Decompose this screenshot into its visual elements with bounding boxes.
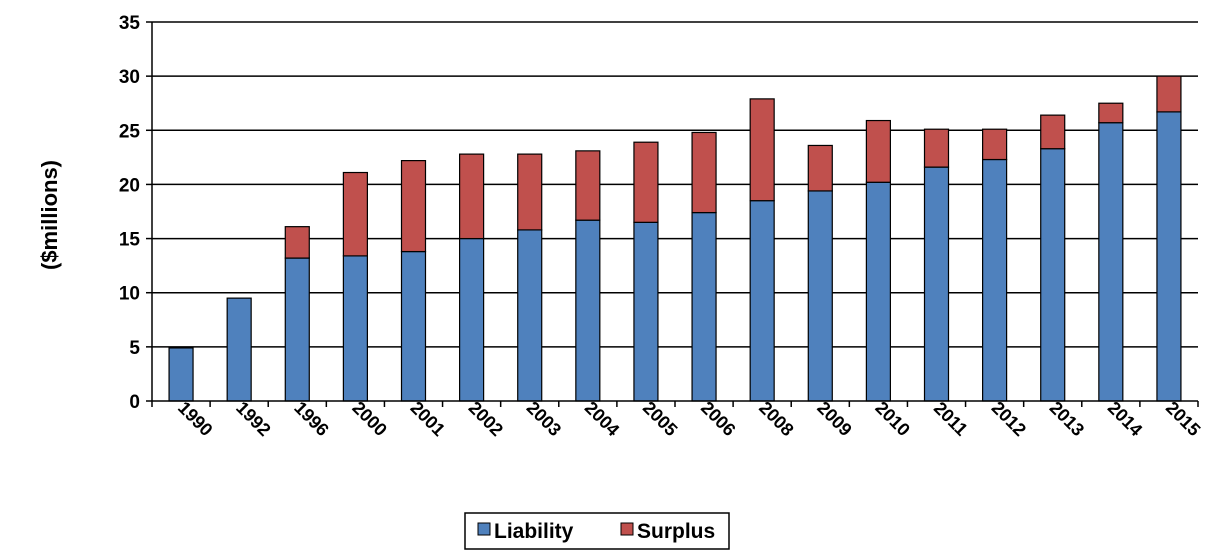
bar-liability-1996 [284, 257, 310, 402]
y-tick-label: 10 [119, 284, 140, 305]
bar-liability-2002 [459, 237, 485, 402]
legend-swatch-surplus [620, 522, 634, 536]
y-tick-label: 0 [129, 392, 140, 413]
legend-swatch-liability [477, 522, 491, 536]
bar-liability-2011 [923, 166, 950, 402]
bar-liability-2004 [575, 219, 601, 402]
bar-surplus-2008 [749, 98, 775, 202]
bar-surplus-2005 [633, 141, 659, 223]
y-axis-ticks: 0 5 10 15 20 25 30 35 [119, 13, 152, 413]
gridlines [152, 21, 1198, 348]
bar-surplus-2004 [575, 150, 601, 221]
bar-surplus-2009 [807, 144, 833, 192]
y-tick-label: 15 [119, 230, 141, 251]
legend-box [464, 512, 730, 550]
bar-surplus-2012 [982, 128, 1008, 161]
bar-liability-2009 [807, 190, 833, 402]
x-axis-ticks: 1990 1992 1996 2000 2001 2002 2003 2004 2005 2006… [151, 398, 1204, 440]
legend-label-surplus: Surplus [637, 520, 715, 543]
bar-surplus-2015 [1156, 75, 1182, 113]
y-axis-label: ($millions) [37, 160, 62, 270]
bar-surplus-2002 [459, 153, 485, 240]
bar-liability-2005 [633, 221, 659, 402]
y-tick-label: 20 [119, 175, 140, 196]
y-tick-label: 35 [119, 13, 141, 34]
bar-surplus-2001 [400, 160, 427, 253]
legend: Liability Surplus [464, 512, 730, 550]
bar-liability-2015 [1156, 111, 1182, 402]
bar-surplus-2014 [1098, 102, 1124, 124]
bar-liability-2000 [342, 255, 368, 402]
y-tick-label: 30 [119, 67, 140, 88]
bar-surplus-1996 [284, 226, 310, 259]
bars [168, 75, 1182, 402]
bar-surplus-2006 [691, 131, 717, 214]
bar-liability-2012 [982, 158, 1008, 402]
bar-surplus-2003 [517, 153, 543, 231]
y-tick-label: 25 [119, 121, 141, 142]
bar-liability-2013 [1040, 148, 1066, 402]
bar-liability-1992 [226, 297, 252, 402]
bar-liability-2010 [865, 181, 891, 402]
bar-liability-2006 [691, 211, 717, 402]
bar-liability-2001 [400, 250, 427, 402]
bar-surplus-2013 [1040, 114, 1066, 150]
y-tick-label: 5 [129, 338, 140, 359]
bar-surplus-2010 [865, 119, 891, 183]
legend-label-liability: Liability [494, 520, 574, 543]
bar-surplus-2000 [342, 171, 368, 257]
bar-liability-1990 [168, 347, 194, 402]
bar-liability-2003 [517, 229, 543, 402]
bar-liability-2014 [1098, 122, 1124, 402]
bar-liability-2008 [749, 200, 775, 402]
bar-surplus-2011 [923, 128, 950, 168]
